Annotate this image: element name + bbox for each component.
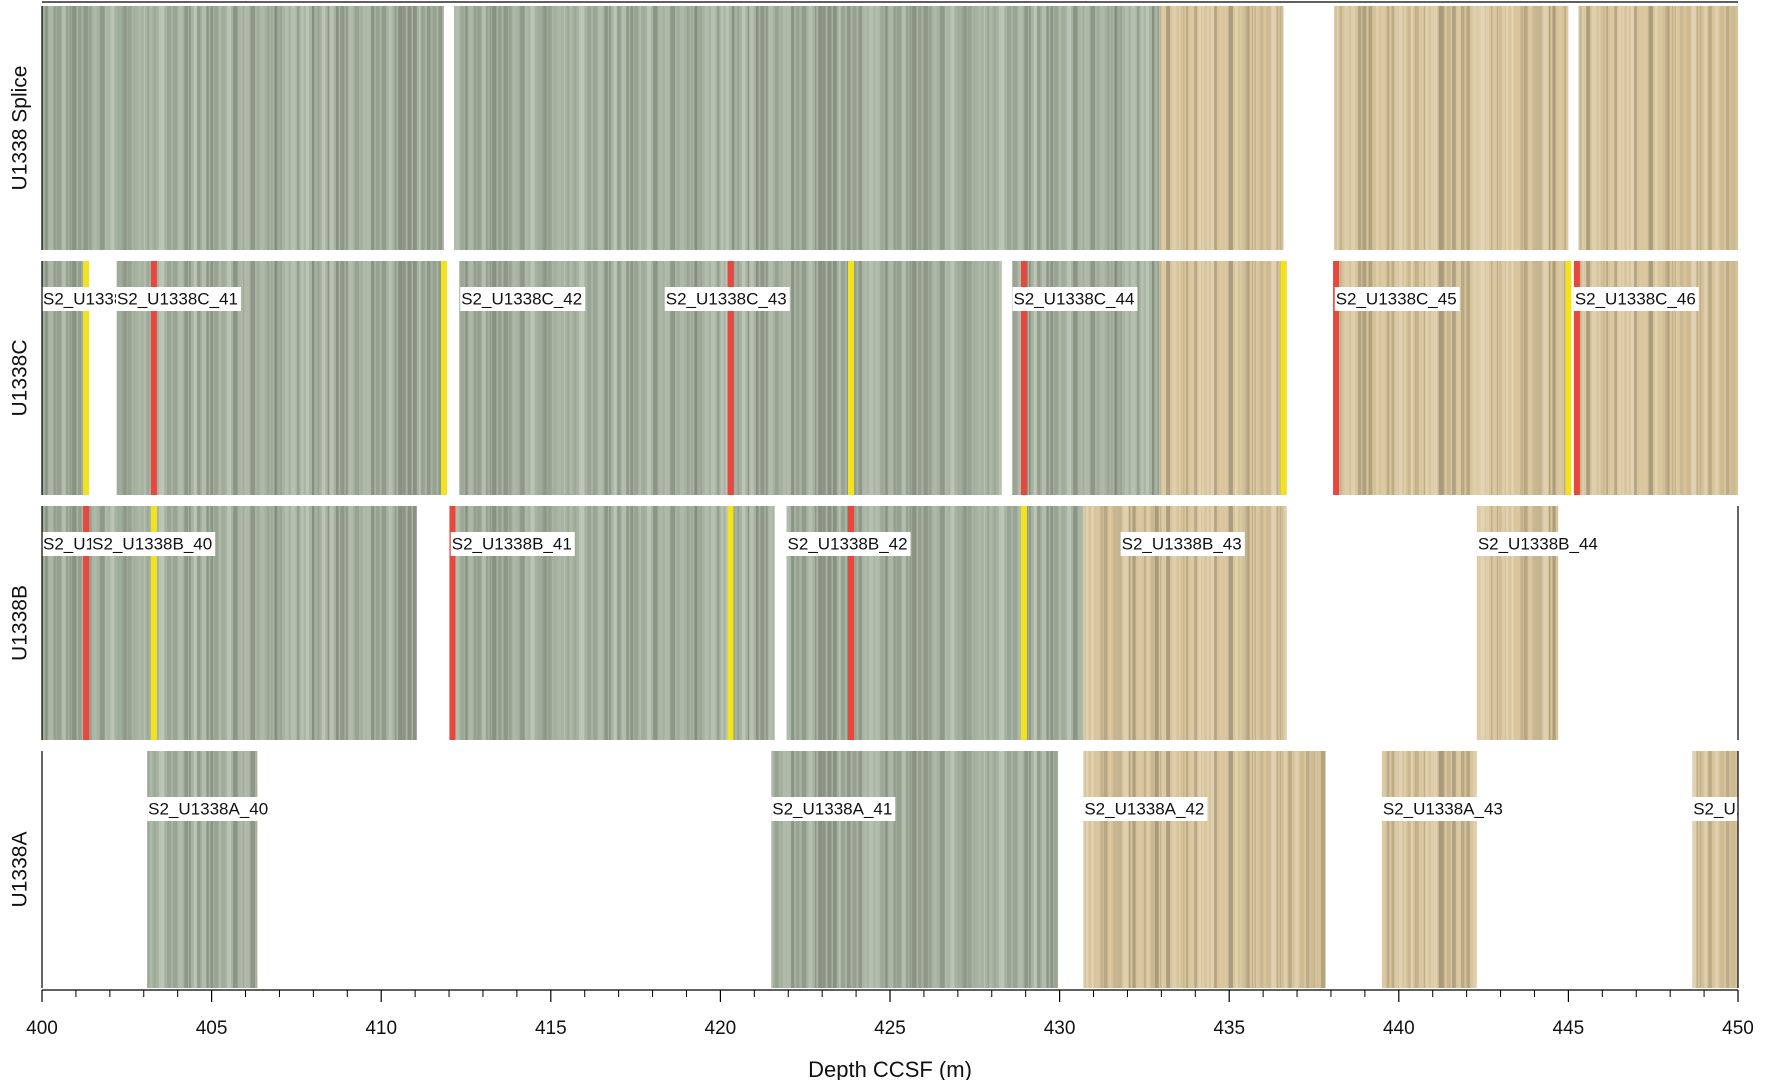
tie-line-yellow [1565, 261, 1571, 495]
x-tick-label: 400 [26, 1018, 58, 1039]
tie-line-yellow [1280, 261, 1286, 495]
segment-label: S2_U1338B_42 [788, 534, 908, 553]
core-segment [1692, 751, 1738, 988]
x-tick-label: 420 [705, 1018, 737, 1039]
page: {"chart_data": { "type": "core_tracks", … [0, 0, 1792, 1080]
track: S2_U1338A_40 S2_U1338A_41 S2_U1338A_42 S2_U… [147, 751, 1792, 988]
segment-label: S2_U1338B_43 [1122, 534, 1242, 553]
core-segment [1334, 6, 1568, 250]
segment-label: S2_U1338C_44 [1013, 289, 1134, 308]
segment-label: S2_U1338B_40 [92, 534, 212, 553]
core-segment [1579, 6, 1738, 250]
core-segment [1160, 6, 1284, 250]
x-tick-label: 440 [1383, 1018, 1415, 1039]
core-segment [147, 751, 257, 988]
x-tick-label: 415 [535, 1018, 567, 1039]
segment-label: S2_U1338B_41 [452, 534, 572, 553]
x-tick-label: 445 [1553, 1018, 1585, 1039]
track-title: U1338 Splice [9, 66, 32, 191]
segment-label: S2_U1338C_41 [117, 289, 238, 308]
core-segment [1083, 751, 1326, 988]
segment-label: S2_U1338C_45 [1336, 289, 1457, 308]
x-tick-label: 450 [1722, 1018, 1754, 1039]
track [42, 6, 1738, 250]
tie-line-yellow [441, 261, 447, 495]
chart: Depth CCSF (m) U1338 SpliceS2_U1338C_40S… [0, 0, 1792, 1080]
segment-label: S2_U1338A_42 [1084, 799, 1204, 818]
segment-label: S2_U1338C_46 [1575, 289, 1696, 308]
core-segment [771, 751, 1058, 988]
core-segment [1160, 261, 1287, 495]
track: S2_U1338B_39S2_U1338B_40S2_U1338B_41S2_U… [42, 506, 1601, 740]
x-tick-label: 405 [196, 1018, 228, 1039]
core-segment [454, 6, 1160, 250]
segment-label: S2_U1338A_41 [772, 799, 892, 818]
segment-label: S2_U1338C_43 [666, 289, 787, 308]
track-title: U1338A [9, 832, 32, 908]
x-tick-label: 435 [1213, 1018, 1245, 1039]
x-tick-label: 425 [874, 1018, 906, 1039]
track-title: U1338B [9, 585, 32, 661]
tie-line-yellow [1021, 506, 1027, 740]
segment-label: S2_U1338C_42 [461, 289, 582, 308]
x-tick-label: 430 [1044, 1018, 1076, 1039]
segment-label: S2_U1338B_44 [1478, 534, 1598, 553]
core-segment [42, 6, 444, 250]
segment-label: S2_U1338A_43 [1383, 799, 1503, 818]
core-segment [1382, 751, 1477, 988]
tie-line-yellow [728, 506, 734, 740]
track-title: U1338C [9, 339, 32, 416]
tie-line-yellow [848, 261, 854, 495]
x-axis-title: Depth CCSF (m) [808, 1057, 972, 1080]
segment-label: S2_U1338A_44 [1693, 799, 1792, 818]
segment-label: S2_U1338A_40 [148, 799, 268, 818]
x-tick-label: 410 [365, 1018, 397, 1039]
